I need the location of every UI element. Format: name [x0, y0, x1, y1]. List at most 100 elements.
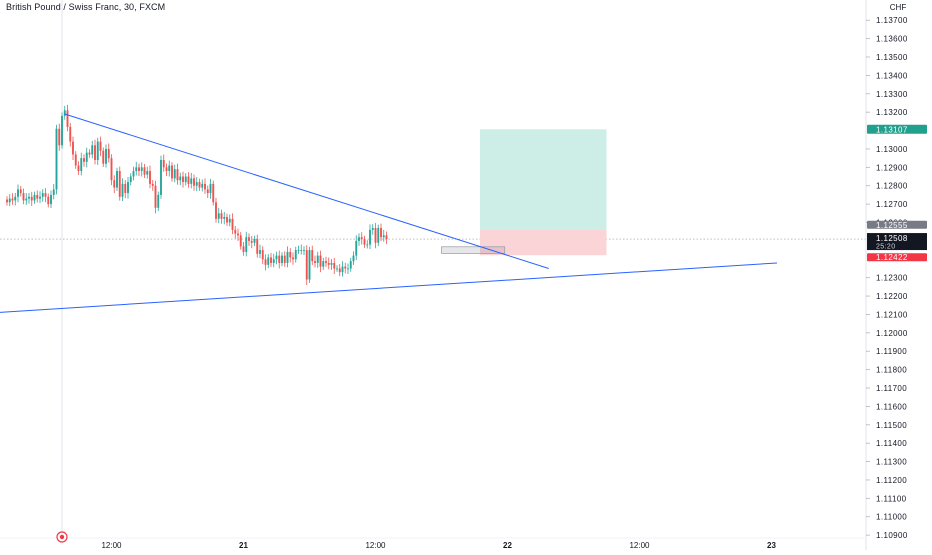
candle-body — [179, 176, 182, 181]
candle-body — [25, 198, 28, 201]
candle-body — [129, 176, 132, 183]
event-marker-icon[interactable] — [56, 531, 68, 543]
candle-body — [371, 228, 374, 230]
candle-body — [206, 189, 209, 194]
symbol-title[interactable]: British Pound / Swiss Franc, 30, FXCM — [6, 2, 166, 12]
candle-body — [234, 229, 237, 234]
target-zone[interactable] — [480, 129, 607, 230]
price-tick-label: 1.12700 — [876, 200, 908, 209]
stop-zone[interactable] — [480, 229, 607, 256]
candle-body — [88, 152, 91, 155]
price-tick-label: 1.10900 — [876, 531, 908, 540]
candle-body — [289, 251, 292, 258]
candle-body — [160, 159, 162, 195]
candle-body — [36, 194, 39, 199]
candle-body — [250, 240, 253, 243]
candle-body — [30, 196, 33, 201]
candle-body — [264, 259, 267, 265]
candle-body — [226, 216, 228, 223]
range-box[interactable] — [441, 246, 506, 254]
price-tick-label: 1.13000 — [876, 145, 908, 154]
marker-price-label-bg — [867, 220, 927, 229]
candle-body — [127, 182, 129, 194]
candle-body — [347, 268, 349, 270]
candle-body — [333, 262, 336, 269]
stop-price-label: 1.12422 — [876, 253, 908, 262]
candle-body — [256, 239, 259, 254]
candle-body — [303, 250, 305, 251]
candle-body — [102, 150, 105, 164]
candle-body — [121, 183, 124, 197]
price-axis[interactable] — [866, 0, 932, 550]
candle-body — [11, 198, 14, 201]
candle-body — [297, 250, 300, 251]
candle-body — [105, 148, 107, 164]
price-tick-label: 1.13700 — [876, 16, 908, 25]
candle-body — [319, 255, 322, 267]
candle-body — [143, 167, 146, 175]
candle-body — [193, 178, 195, 186]
price-tick-label: 1.12900 — [876, 163, 908, 172]
price-tick-label: 1.11700 — [876, 384, 907, 393]
time-label: 21 — [239, 541, 248, 550]
candle-body — [110, 158, 113, 181]
price-tick-label: 1.11300 — [876, 458, 907, 467]
candle-body — [239, 235, 242, 247]
candle-body — [270, 257, 272, 263]
candle-body — [22, 193, 25, 201]
time-label: 22 — [503, 541, 512, 550]
candle-body — [63, 110, 66, 116]
candle-body — [190, 178, 193, 184]
candle-body — [184, 176, 187, 183]
candle-body — [275, 255, 278, 260]
price-tick-label: 1.11400 — [876, 439, 907, 448]
time-label: 23 — [767, 541, 776, 550]
candle-body — [151, 183, 154, 186]
candle-body — [242, 246, 245, 252]
candle-body — [341, 266, 344, 273]
ascending-trendline[interactable] — [0, 262, 778, 313]
candle-body — [366, 244, 369, 246]
marker-price-label: 1.12555 — [876, 221, 908, 230]
candle-body — [267, 257, 270, 265]
candle-body — [135, 167, 138, 172]
descending-trendline[interactable] — [64, 113, 549, 269]
candle-body — [360, 237, 363, 240]
candle-body — [195, 182, 198, 186]
candle-body — [74, 154, 77, 166]
time-label: 12:00 — [629, 541, 650, 550]
candle-body — [146, 171, 149, 175]
candle-body — [165, 167, 168, 172]
candle-body — [162, 159, 165, 168]
candle-body — [19, 189, 22, 194]
candle-body — [72, 141, 74, 155]
candle-body — [336, 268, 338, 270]
candle-body — [77, 165, 80, 172]
candle-body — [91, 145, 94, 155]
candle-body — [14, 196, 17, 201]
candle-body — [253, 239, 256, 243]
candle-body — [132, 171, 135, 177]
candle-body — [217, 213, 220, 219]
price-tick-label: 1.11000 — [876, 513, 907, 522]
candle-body — [215, 202, 217, 219]
current-price-label-bg — [867, 233, 927, 251]
candle-body — [231, 218, 234, 230]
candle-body — [17, 189, 19, 197]
candle-body — [113, 180, 116, 188]
candle-body — [83, 158, 85, 162]
candle-body — [173, 169, 176, 179]
price-tick-label: 1.11200 — [876, 476, 907, 485]
candle-body — [352, 255, 355, 262]
price-tick-label: 1.13400 — [876, 71, 908, 80]
time-label: 12:00 — [101, 541, 122, 550]
candle-body — [41, 193, 44, 197]
price-tick-label: 1.11100 — [876, 494, 907, 503]
candle-body — [149, 171, 151, 184]
candle-body — [374, 228, 377, 243]
current-price-label: 1.12508 — [876, 234, 908, 243]
candle-body — [52, 189, 55, 195]
candle-body — [338, 268, 341, 273]
